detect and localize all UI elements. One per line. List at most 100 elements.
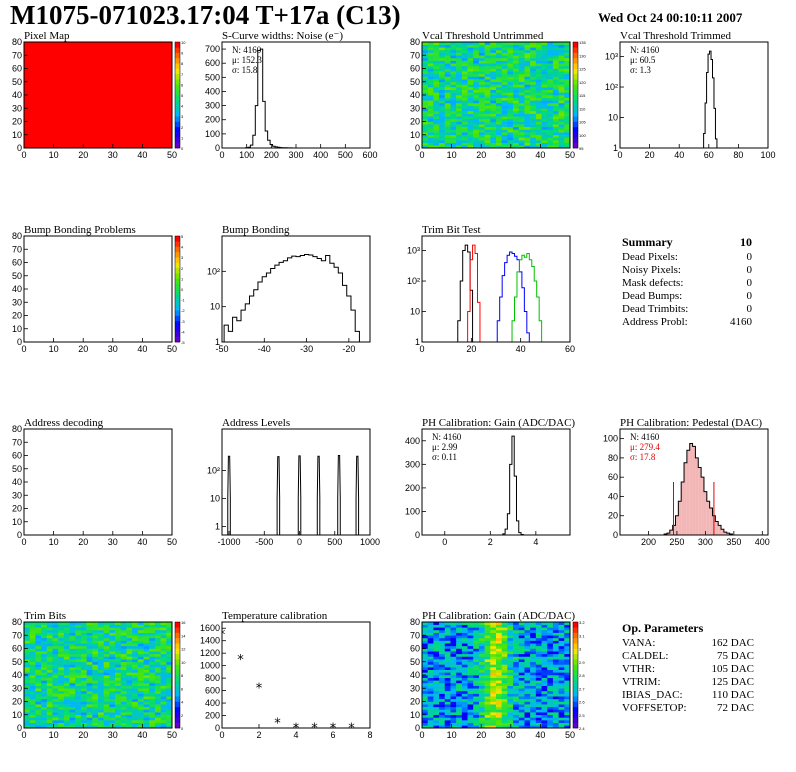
x-tick-label: 40 [535, 150, 545, 160]
y-tick-label: 100 [205, 129, 220, 139]
x-tick-label: 40 [535, 730, 545, 740]
x-tick-label: 500 [327, 537, 342, 547]
summary-header: Summary 10 [622, 236, 752, 249]
scale-tick-label: -2 [181, 308, 185, 313]
y-tick-label: 50 [12, 464, 22, 474]
chart-title: Pixel Map [24, 30, 70, 42]
y-tick-label: 800 [205, 673, 220, 683]
summary-value: 0 [746, 290, 753, 302]
y-tick-label: 10³ [605, 52, 618, 62]
plot-area [422, 622, 570, 728]
summary-panel: Summary 10 Dead Pixels: 0 Noisy Pixels: 0 Ma… [622, 236, 752, 329]
stat-line: μ: 279.4 [630, 442, 660, 452]
y-tick-label: 600 [205, 58, 220, 68]
stat-line: N: 4160 [432, 432, 462, 442]
x-tick-label: -1000 [218, 537, 241, 547]
y-tick-label: 0 [17, 337, 22, 347]
scale-tick-label: 2 [181, 266, 184, 271]
plot-frame [23, 428, 173, 536]
y-tick-label: 70 [410, 630, 420, 640]
x-tick-label: 20 [645, 150, 655, 160]
y-tick-label: 0 [613, 530, 618, 540]
bar [666, 533, 670, 535]
x-tick-label: 40 [137, 730, 147, 740]
peak [227, 455, 231, 535]
chart-vcaltrim: Vcal Threshold Trimmed 0 20 40 60 80 100 1 10 10²… [605, 30, 776, 160]
bar [692, 446, 696, 535]
stat-line: σ: 17.8 [630, 452, 656, 462]
y-tick-label: 30 [12, 490, 22, 500]
plot-frame [619, 428, 769, 536]
y-tick-label: 0 [17, 723, 22, 733]
chart-title: Temperature calibration [222, 610, 328, 622]
y-tick-label: 80 [410, 37, 420, 47]
y-tick-label: 50 [410, 657, 420, 667]
chart-title: Bump Bonding [222, 224, 290, 236]
chart-title: S-Curve widths: Noise (e⁻) [222, 30, 343, 42]
y-tick-label: 1000 [200, 661, 220, 671]
series-line [509, 252, 545, 342]
chart-bumpbonding: Bump Bonding -50 -40 -30 -20 1 10 10² [207, 224, 371, 354]
y-tick-label: 0 [17, 143, 22, 153]
plot-area [455, 244, 545, 342]
x-tick-label: 50 [167, 537, 177, 547]
bar [695, 457, 699, 535]
chart-title: Address decoding [24, 417, 104, 429]
chart-title: Trim Bit Test [422, 224, 481, 236]
param-row: VTHR: 105 DAC [622, 663, 754, 676]
peak [316, 455, 321, 535]
x-tick-label: 30 [108, 537, 118, 547]
y-tick-label: 10 [410, 307, 420, 317]
y-tick-label: 20 [12, 311, 22, 321]
param-value: 162 DAC [711, 637, 754, 649]
x-tick-label: 0 [442, 537, 447, 547]
bar [669, 530, 673, 535]
y-tick-label: 60 [12, 451, 22, 461]
data-point: * [348, 722, 355, 737]
x-tick-label: 30 [506, 730, 516, 740]
heatmap-fill [24, 42, 172, 148]
scale-tick-label: 2.4 [579, 726, 585, 731]
x-tick-label: 80 [733, 150, 743, 160]
scale-tick-label: 2.6 [579, 700, 585, 705]
peak [355, 455, 360, 535]
chart-phped: PH Calibration: Pedestal (DAC)200 250 300 3… [603, 417, 770, 547]
x-tick-label: 40 [674, 150, 684, 160]
params-title: Op. Parameters [622, 621, 704, 635]
histogram-line [702, 50, 718, 148]
x-tick-label: 400 [313, 150, 328, 160]
scale-tick-label: -1 [181, 298, 185, 303]
scale-tick-label: 8 [181, 673, 184, 678]
x-tick-label: 6 [330, 730, 335, 740]
x-tick-label: -50 [215, 344, 228, 354]
data-point: * [219, 628, 226, 643]
summary-label: Address Probl: [622, 316, 688, 328]
y-tick-label: 20 [410, 697, 420, 707]
scale-tick-label: 1 [181, 135, 184, 140]
scale-tick-label: 4 [181, 245, 184, 250]
bar [723, 532, 727, 535]
x-tick-label: 10 [49, 537, 59, 547]
scale-tick-label: 100 [579, 133, 586, 138]
y-tick-label: 30 [410, 103, 420, 113]
scale-tick-label: 6 [181, 686, 184, 691]
scale-tick-label: 5 [181, 93, 184, 98]
y-tick-label: 0 [415, 143, 420, 153]
x-tick-label: 10 [49, 150, 59, 160]
y-tick-label: 1 [613, 143, 618, 153]
x-tick-label: 0 [419, 730, 424, 740]
y-tick-label: 10 [410, 130, 420, 140]
x-tick-label: 0 [617, 150, 622, 160]
y-tick-label: 10 [12, 130, 22, 140]
x-tick-label: 10 [49, 730, 59, 740]
y-tick-label: 70 [12, 630, 22, 640]
x-tick-label: 50 [167, 344, 177, 354]
bar [706, 501, 710, 535]
chart-title: Vcal Threshold Trimmed [620, 30, 732, 42]
summary-row: Mask defects: 0 [622, 277, 752, 290]
param-value: 110 DAC [711, 689, 754, 701]
x-tick-label: 50 [167, 150, 177, 160]
summary-label: Dead Bumps: [622, 290, 683, 302]
y-tick-label: 500 [205, 72, 220, 82]
